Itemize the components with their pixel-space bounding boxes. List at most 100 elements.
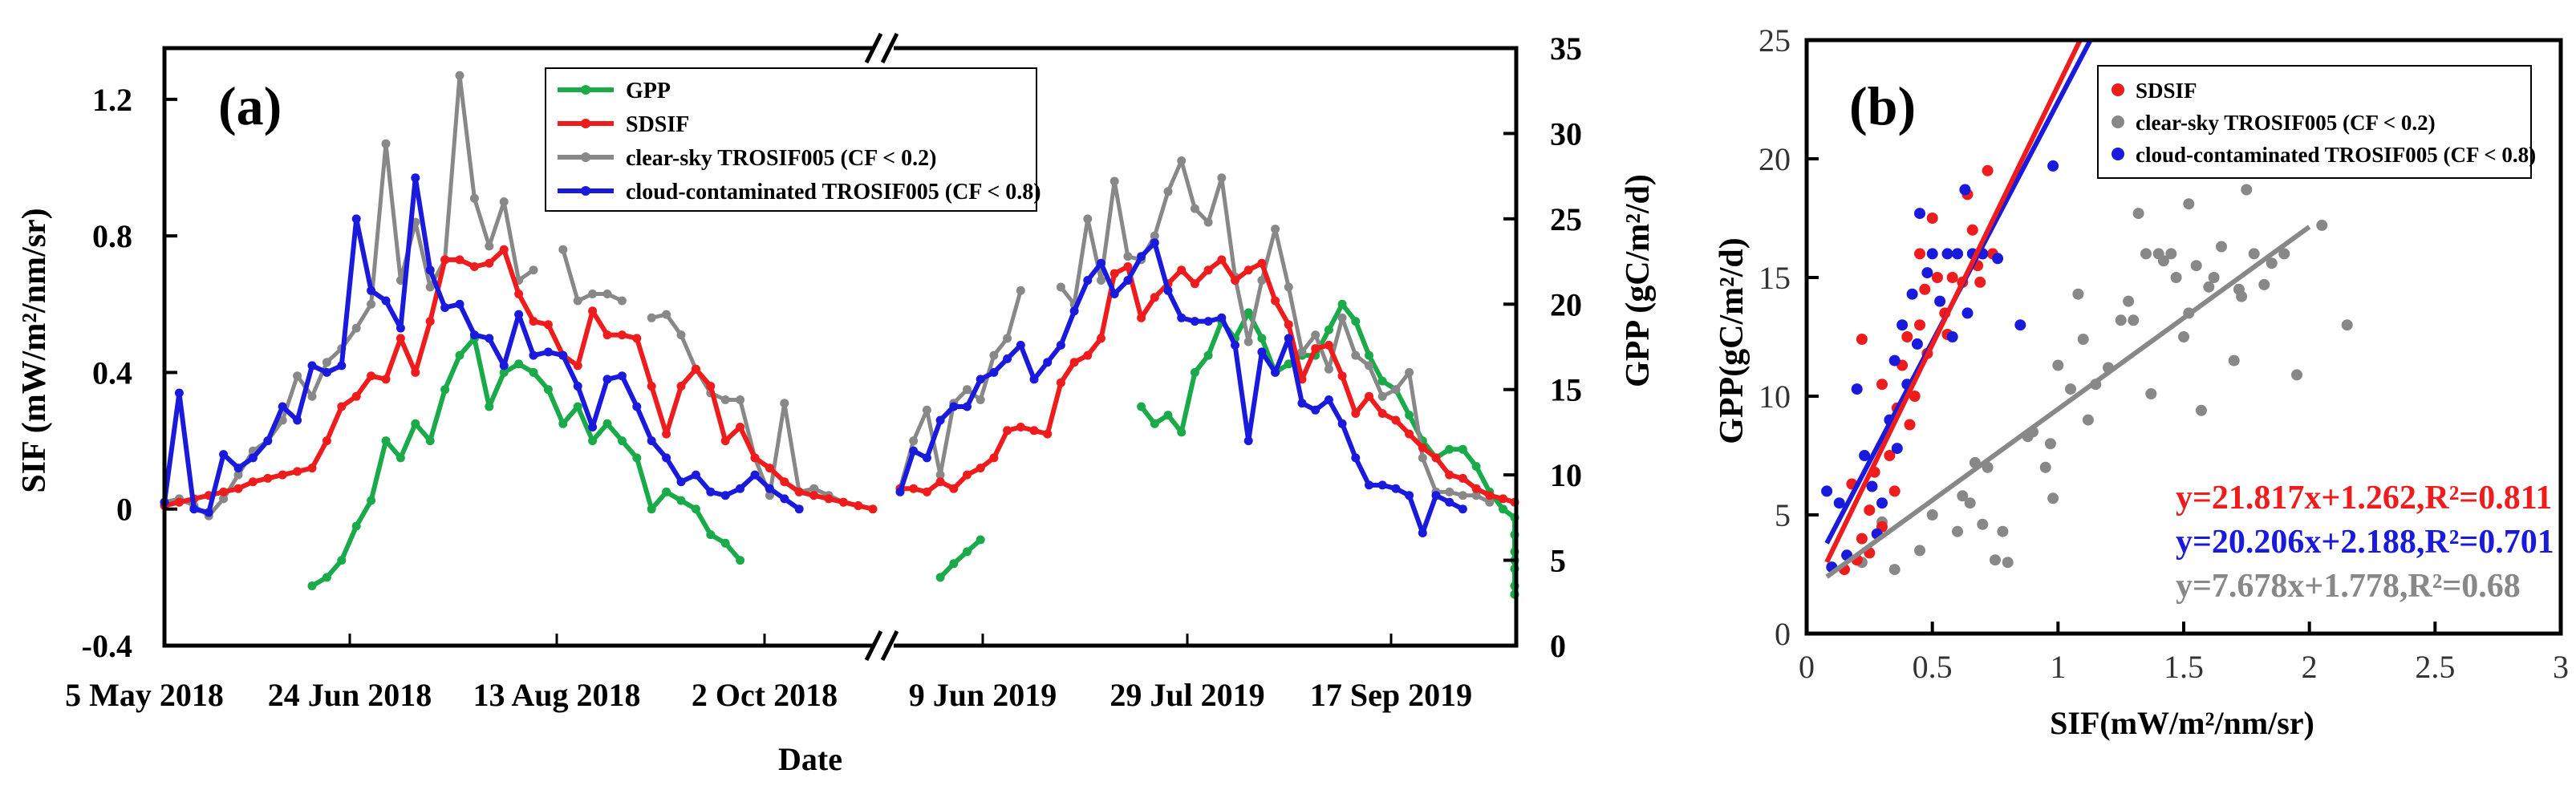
fit-line-clear-sky-trosif005 bbox=[1825, 225, 2311, 579]
scatter-point-cloud-contaminated-trosif005-12 bbox=[1906, 288, 1918, 300]
point-cloud-contaminated-trosif005-2019-37 bbox=[1391, 484, 1401, 493]
scatter-point-cloud-contaminated-trosif005-27 bbox=[1911, 338, 1923, 350]
point-cloud-contaminated-trosif005-2018-42 bbox=[780, 494, 789, 504]
point-clear-sky-trosif005-2019-14 bbox=[1083, 214, 1093, 224]
point-cloud-contaminated-trosif005-2019-15 bbox=[1097, 258, 1105, 268]
point-clear-sky-trosif005-2019-8 bbox=[1003, 334, 1012, 343]
scatter-point-sdsif-13 bbox=[1914, 248, 1925, 260]
equation-cloud-contaminated-trosif005: y=20.206x+2.188,R²=0.701 bbox=[2176, 524, 2554, 561]
point-cloud-contaminated-trosif005-2019-38 bbox=[1405, 491, 1414, 500]
point-sdsif-2019-14 bbox=[1083, 350, 1093, 360]
point-clear-sky-trosif005-2018-41 bbox=[765, 491, 774, 500]
scatter-point-sdsif-18 bbox=[1946, 272, 1958, 283]
point-clear-sky-trosif005-2019-7 bbox=[989, 350, 999, 360]
scatter-point-clear-sky-trosif005-21 bbox=[2128, 314, 2140, 326]
point-sdsif-2019-7 bbox=[989, 453, 999, 463]
point-cloud-contaminated-trosif005-2018-1 bbox=[174, 388, 184, 398]
point-clear-sky-trosif005-2018-39 bbox=[736, 395, 745, 404]
point-clear-sky-trosif005-2018-34 bbox=[662, 310, 671, 319]
panel-a-label: (a) bbox=[218, 75, 282, 136]
point-cloud-contaminated-trosif005-2018-41 bbox=[765, 484, 774, 493]
point-gpp-2018-13 bbox=[499, 367, 509, 377]
point-cloud-contaminated-trosif005-2018-16 bbox=[396, 323, 405, 333]
point-gpp-2019-16 bbox=[1150, 419, 1159, 428]
point-sdsif-2019-37 bbox=[1391, 415, 1401, 425]
x-tick-label: 5 May 2018 bbox=[65, 677, 224, 713]
point-sdsif-2018-15 bbox=[381, 375, 391, 384]
point-gpp-2019-32 bbox=[1365, 350, 1373, 360]
scatter-point-sdsif-32 bbox=[1914, 319, 1925, 331]
scatter-point-cloud-contaminated-trosif005-29 bbox=[1961, 307, 1974, 319]
point-sdsif-2019-17 bbox=[1123, 262, 1133, 271]
point-sdsif-2018-34 bbox=[662, 429, 671, 439]
point-gpp-2018-16 bbox=[543, 385, 553, 395]
scatter-point-sdsif-16 bbox=[1931, 272, 1943, 283]
point-sdsif-2019-27 bbox=[1257, 258, 1267, 268]
point-sdsif-2018-6 bbox=[248, 477, 258, 487]
point-sdsif-2018-30 bbox=[602, 330, 612, 340]
point-cloud-contaminated-trosif005-2019-19 bbox=[1150, 238, 1159, 248]
point-sdsif-2019-12 bbox=[1056, 378, 1065, 387]
b-legend-label: SDSIF bbox=[2136, 79, 2197, 103]
point-clear-sky-trosif005-2018-27 bbox=[558, 245, 568, 254]
point-sdsif-2018-18 bbox=[425, 317, 435, 326]
point-cloud-contaminated-trosif005-2019-40 bbox=[1431, 491, 1441, 500]
point-sdsif-2019-10 bbox=[1029, 426, 1039, 435]
point-cloud-contaminated-trosif005-2018-39 bbox=[736, 484, 745, 493]
b-legend-marker-clear-sky-trosif005-cf-0-2 bbox=[2112, 115, 2124, 128]
point-cloud-contaminated-trosif005-2018-32 bbox=[632, 402, 642, 411]
point-gpp-2019-31 bbox=[1351, 317, 1361, 326]
point-cloud-contaminated-trosif005-2019-18 bbox=[1137, 252, 1146, 261]
point-cloud-contaminated-trosif005-2018-22 bbox=[485, 334, 494, 343]
point-sdsif-2018-33 bbox=[647, 382, 656, 391]
point-sdsif-2018-45 bbox=[824, 494, 834, 504]
point-clear-sky-trosif005-2018-20 bbox=[455, 71, 464, 80]
point-cloud-contaminated-trosif005-2018-31 bbox=[617, 371, 627, 381]
b-y-tick-label: 10 bbox=[1759, 379, 1791, 415]
point-gpp-2018-17 bbox=[558, 419, 568, 428]
point-cloud-contaminated-trosif005-2019-0 bbox=[895, 487, 905, 496]
point-sdsif-2018-9 bbox=[293, 467, 302, 476]
point-cloud-contaminated-trosif005-2019-14 bbox=[1083, 276, 1093, 285]
point-sdsif-2019-9 bbox=[1016, 423, 1025, 431]
point-gpp-2019-20 bbox=[1203, 350, 1213, 360]
point-cloud-contaminated-trosif005-2019-1 bbox=[909, 446, 919, 456]
y-tick-label: 0 bbox=[116, 492, 132, 528]
point-sdsif-2019-29 bbox=[1284, 320, 1293, 330]
legend-label: SDSIF bbox=[626, 112, 689, 137]
scatter-point-cloud-contaminated-trosif005-19 bbox=[1959, 184, 1971, 196]
scatter-point-cloud-contaminated-trosif005-25 bbox=[1891, 443, 1903, 455]
point-cloud-contaminated-trosif005-2018-11 bbox=[322, 367, 331, 377]
point-gpp-2018-24 bbox=[662, 487, 671, 496]
point-clear-sky-trosif005-2018-44 bbox=[809, 484, 819, 493]
point-gpp-2018-2 bbox=[337, 556, 347, 565]
point-gpp-2018-29 bbox=[736, 556, 745, 565]
scatter-point-clear-sky-trosif005-10 bbox=[1990, 554, 2001, 566]
point-sdsif-2019-6 bbox=[976, 464, 985, 473]
point-cloud-contaminated-trosif005-2019-10 bbox=[1029, 375, 1039, 384]
point-sdsif-2019-8 bbox=[1003, 426, 1012, 435]
point-cloud-contaminated-trosif005-2019-5 bbox=[963, 402, 972, 411]
point-sdsif-2019-28 bbox=[1271, 296, 1280, 306]
point-sdsif-2018-19 bbox=[440, 255, 450, 265]
legend-marker-clear-sky-trosif005-cf-0-2 bbox=[581, 152, 590, 162]
panel-a-plot-area bbox=[160, 71, 1519, 599]
point-gpp-2019-40 bbox=[1471, 462, 1481, 471]
point-sdsif-2018-1 bbox=[174, 497, 184, 507]
point-clear-sky-trosif005-2019-5 bbox=[963, 385, 972, 395]
scatter-point-sdsif-14 bbox=[1919, 283, 1931, 295]
point-cloud-contaminated-trosif005-2018-26 bbox=[543, 347, 553, 357]
point-clear-sky-trosif005-2018-42 bbox=[780, 399, 789, 408]
point-cloud-contaminated-trosif005-2019-36 bbox=[1377, 480, 1387, 490]
point-cloud-contaminated-trosif005-2018-36 bbox=[691, 470, 700, 480]
point-cloud-contaminated-trosif005-2018-28 bbox=[573, 382, 582, 391]
point-gpp-2018-20 bbox=[602, 419, 612, 428]
point-gpp-2019-2 bbox=[963, 547, 972, 557]
panel-b-equations: y=21.817x+1.262,R²=0.811 y=20.206x+2.188,… bbox=[2176, 480, 2554, 605]
point-cloud-contaminated-trosif005-2019-29 bbox=[1284, 334, 1293, 343]
scatter-point-cloud-contaminated-trosif005-9 bbox=[1888, 354, 1901, 367]
point-sdsif-2018-25 bbox=[529, 317, 538, 326]
point-cloud-contaminated-trosif005-2019-16 bbox=[1110, 290, 1119, 298]
point-clear-sky-trosif005-2019-3 bbox=[935, 470, 945, 480]
panel-a-y-axis-title: SIF (mW/m²/nm/sr) bbox=[16, 208, 53, 492]
